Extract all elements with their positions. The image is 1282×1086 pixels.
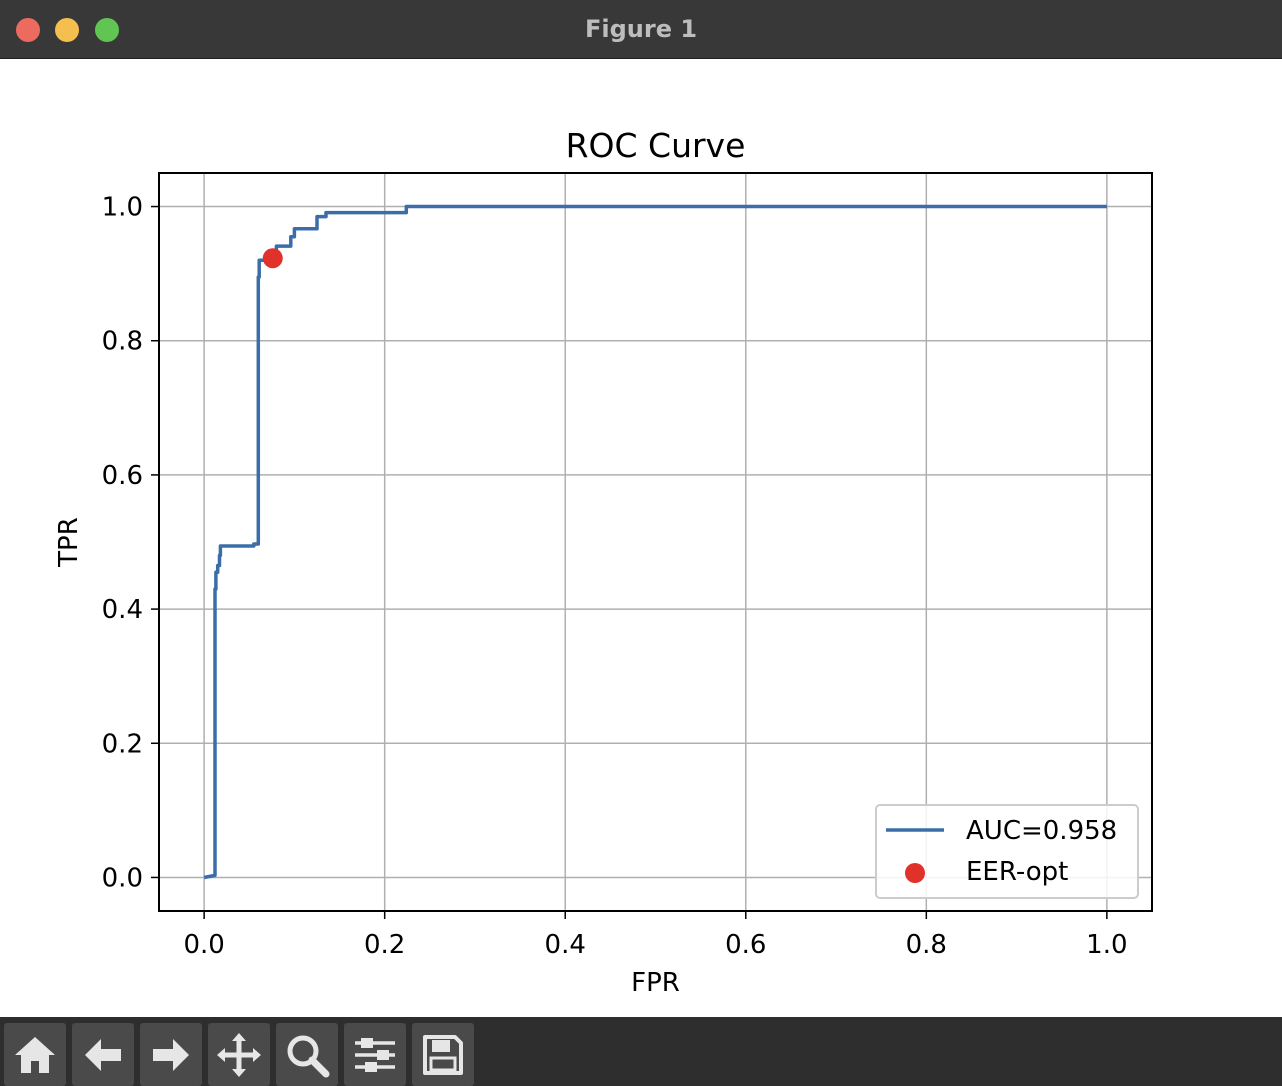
legend: AUC=0.958 EER-opt <box>875 804 1139 899</box>
legend-marker-swatch <box>905 863 925 883</box>
y-tick-label: 0.2 <box>102 729 143 759</box>
x-tick-label: 1.0 <box>1086 930 1127 960</box>
zoom-icon <box>287 1035 330 1077</box>
y-tick-label: 0.4 <box>102 595 143 625</box>
x-tick-label: 0.0 <box>183 930 224 960</box>
y-tick-label: 0.0 <box>102 863 143 893</box>
save-button[interactable] <box>412 1023 474 1086</box>
minimize-button[interactable] <box>55 18 79 42</box>
eer-opt-point <box>262 248 283 269</box>
axes-frame <box>158 172 1153 912</box>
legend-label-auc: AUC=0.958 <box>966 816 1117 846</box>
navigation-toolbar <box>0 1017 1282 1086</box>
back-button[interactable] <box>72 1023 134 1086</box>
y-axis-label: TPR <box>54 517 84 568</box>
chart-title: ROC Curve <box>566 126 746 165</box>
back-arrow-icon <box>85 1038 121 1071</box>
grid <box>159 173 1152 911</box>
home-icon <box>15 1036 55 1073</box>
configure-subplots-button[interactable] <box>344 1023 406 1086</box>
roc-chart[interactable]: 0.0 0.2 0.4 0.6 0.8 1.0 0.0 0.2 0.4 0.6 0.8 1.0 ROC… <box>0 59 1282 1017</box>
legend-label-eer: EER-opt <box>966 857 1068 887</box>
configure-subplots-icon <box>355 1037 395 1072</box>
x-tick-label: 0.2 <box>364 930 405 960</box>
forward-button[interactable] <box>140 1023 202 1086</box>
x-axis-label: FPR <box>631 968 680 998</box>
x-tick-label: 0.8 <box>906 930 947 960</box>
save-icon <box>423 1034 463 1075</box>
window-title: Figure 1 <box>584 15 698 43</box>
close-button[interactable] <box>16 18 40 42</box>
ticks: 0.0 0.2 0.4 0.6 0.8 1.0 0.0 0.2 0.4 0.6 0.8 1.0 <box>102 193 1128 960</box>
y-tick-label: 1.0 <box>102 193 143 223</box>
roc-curve-line <box>203 204 1107 880</box>
y-tick-label: 0.8 <box>102 327 143 357</box>
x-tick-label: 0.4 <box>545 930 586 960</box>
x-tick-label: 0.6 <box>725 930 766 960</box>
y-tick-label: 0.6 <box>102 461 143 491</box>
title-bar[interactable]: Figure 1 <box>0 0 1282 59</box>
series-layer <box>203 204 1107 880</box>
figure-canvas[interactable]: 0.0 0.2 0.4 0.6 0.8 1.0 0.0 0.2 0.4 0.6 0.8 1.0 ROC… <box>0 59 1282 1017</box>
forward-arrow-icon <box>153 1038 189 1071</box>
pan-icon <box>217 1032 261 1077</box>
home-button[interactable] <box>4 1023 66 1086</box>
maximize-button[interactable] <box>95 18 119 42</box>
pan-button[interactable] <box>208 1023 270 1086</box>
zoom-button[interactable] <box>276 1023 338 1086</box>
